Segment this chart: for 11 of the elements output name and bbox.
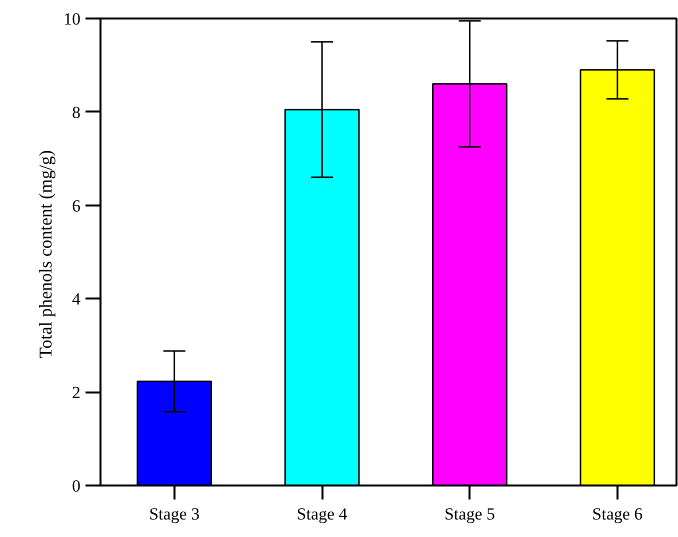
y-tick-label: 8 xyxy=(72,102,80,122)
x-tick-label: Stage 5 xyxy=(444,504,496,524)
y-tick-label: 10 xyxy=(64,10,80,28)
x-tick-label: Stage 6 xyxy=(592,504,643,524)
y-tick-label: 6 xyxy=(72,196,80,216)
y-axis-title: Total phenols content (mg/g) xyxy=(36,150,56,358)
y-tick-label: 0 xyxy=(72,476,80,496)
x-tick-label: Stage 4 xyxy=(296,504,348,524)
y-tick-label: 4 xyxy=(72,290,81,309)
x-tick-label: Stage 3 xyxy=(149,504,200,524)
y-tick-label: 2 xyxy=(72,383,80,402)
